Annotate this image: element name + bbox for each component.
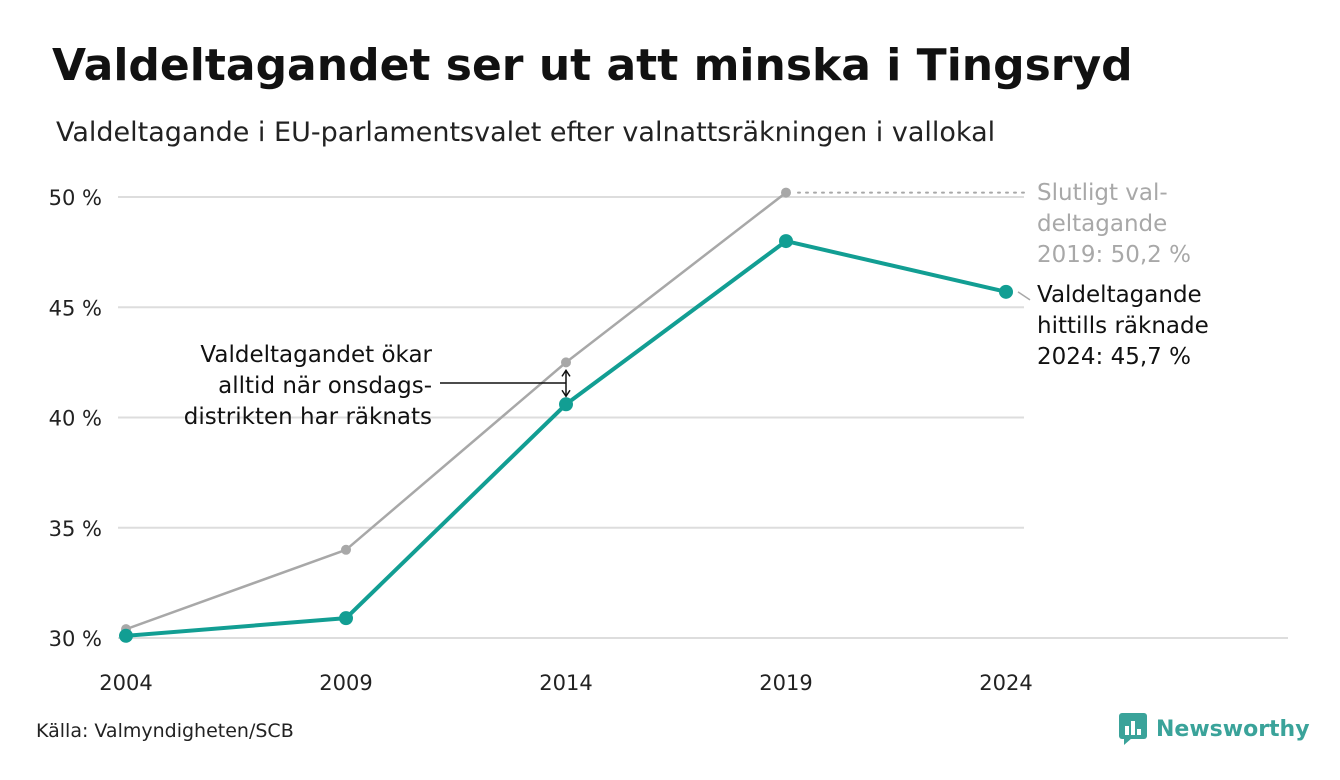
y-tick-label: 50 % (49, 186, 102, 210)
final-2019-annotation: Slutligt val-deltagande 2019: 50,2 % (1037, 180, 1191, 268)
prelim-2024-annotation-line: hittills räknade (1037, 313, 1209, 339)
data-point-preliminary (119, 628, 133, 643)
brand-name: Newsworthy (1156, 716, 1310, 742)
series-line-preliminary (124, 239, 1008, 638)
x-tick-label: 2024 (979, 671, 1032, 695)
difference-annotation-line: Valdeltagandet ökar (200, 342, 432, 368)
prelim-2024-leader-line (1017, 291, 1031, 301)
brand-logo: Newsworthy (1118, 712, 1310, 746)
final-2019-annotation-line: 2019: 50,2 % (1037, 242, 1191, 268)
y-tick-label: 45 % (49, 296, 102, 320)
series-group (119, 187, 1013, 643)
chart-subtitle: Valdeltagande i EU-parlamentsvalet efter… (56, 117, 996, 148)
x-axis-ticks: 2004 2009 2014 2019 2024 (99, 671, 1032, 695)
data-point-preliminary (559, 397, 573, 412)
data-point-preliminary (999, 284, 1013, 299)
y-tick-label: 30 % (49, 627, 102, 651)
prelim-2024-annotation-line: 2024: 45,7 % (1037, 344, 1191, 370)
difference-annotation-line: distrikten har räknats (184, 404, 432, 430)
prelim-2024-annotation: Valdeltagande hittills räknade 2024: 45,7 … (1037, 282, 1209, 370)
y-tick-label: 35 % (49, 517, 102, 541)
data-point-final (341, 544, 351, 555)
series-line-final (124, 191, 788, 631)
grid-lines (118, 196, 1288, 639)
difference-annotation-line: alltid när onsdags- (218, 373, 432, 399)
x-tick-label: 2019 (759, 671, 812, 695)
y-tick-label: 40 % (49, 407, 102, 431)
x-tick-label: 2014 (539, 671, 592, 695)
data-point-final (561, 357, 571, 368)
chart-title: Valdeltagandet ser ut att minska i Tings… (52, 40, 1133, 91)
x-tick-label: 2004 (99, 671, 152, 695)
annotations-group: Slutligt val-deltagande 2019: 50,2 % Valde… (184, 180, 1209, 430)
prelim-2024-annotation-line: Valdeltagande (1037, 282, 1202, 308)
x-tick-label: 2009 (319, 671, 372, 695)
y-axis-ticks: 30 % 35 % 40 % 45 % 50 % (49, 186, 102, 651)
data-point-preliminary (339, 611, 353, 626)
difference-annotation: Valdeltagandet ökar alltid när onsdags-di… (184, 342, 433, 430)
data-point-preliminary (779, 234, 793, 249)
bar-chart-speech-icon (1119, 713, 1147, 745)
data-point-final (781, 187, 791, 198)
final-2019-annotation-line: Slutligt val- (1037, 180, 1168, 206)
difference-arrow-up (561, 369, 571, 377)
difference-arrow-down (561, 389, 571, 398)
source-note: Källa: Valmyndigheten/SCB (36, 720, 294, 742)
final-2019-annotation-line: deltagande (1037, 211, 1167, 237)
